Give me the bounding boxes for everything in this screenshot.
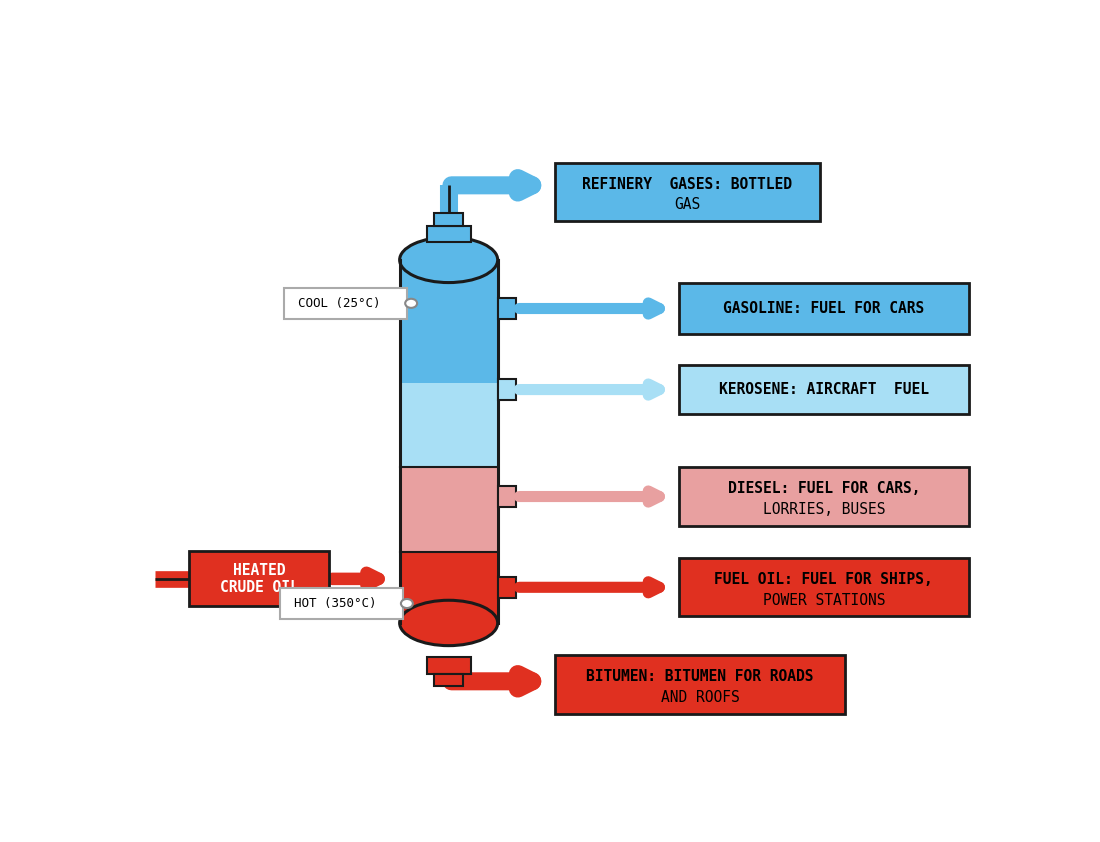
Text: KEROSENE: AIRCRAFT  FUEL: KEROSENE: AIRCRAFT FUEL bbox=[718, 382, 928, 397]
Text: POWER STATIONS: POWER STATIONS bbox=[762, 593, 886, 608]
Bar bbox=[399, 260, 497, 383]
FancyBboxPatch shape bbox=[556, 655, 845, 714]
Bar bbox=[427, 226, 471, 242]
FancyBboxPatch shape bbox=[679, 558, 969, 616]
Bar bbox=[497, 298, 516, 319]
FancyBboxPatch shape bbox=[284, 288, 407, 319]
Text: BITUMEN: BITUMEN FOR ROADS: BITUMEN: BITUMEN FOR ROADS bbox=[586, 669, 814, 685]
Text: FUEL OIL: FUEL FOR SHIPS,: FUEL OIL: FUEL FOR SHIPS, bbox=[714, 573, 933, 587]
Text: LORRIES, BUSES: LORRIES, BUSES bbox=[762, 502, 886, 517]
Text: HOT (350°C): HOT (350°C) bbox=[294, 597, 376, 610]
FancyBboxPatch shape bbox=[279, 588, 403, 619]
Text: DIESEL: FUEL FOR CARS,: DIESEL: FUEL FOR CARS, bbox=[727, 482, 920, 497]
Text: GASOLINE: FUEL FOR CARS: GASOLINE: FUEL FOR CARS bbox=[723, 301, 924, 316]
Bar bbox=[399, 467, 497, 552]
Bar bbox=[497, 577, 516, 598]
Bar bbox=[399, 383, 497, 467]
Ellipse shape bbox=[399, 600, 497, 646]
Bar bbox=[434, 212, 463, 226]
Text: COOL (25°C): COOL (25°C) bbox=[298, 297, 381, 310]
FancyBboxPatch shape bbox=[679, 365, 969, 414]
Bar bbox=[497, 486, 516, 507]
Circle shape bbox=[405, 299, 417, 308]
Text: AND ROOFS: AND ROOFS bbox=[661, 690, 739, 705]
Bar bbox=[399, 552, 497, 623]
Text: GAS: GAS bbox=[674, 197, 701, 212]
Ellipse shape bbox=[399, 237, 497, 283]
FancyBboxPatch shape bbox=[679, 467, 969, 525]
FancyBboxPatch shape bbox=[189, 552, 329, 606]
Circle shape bbox=[400, 599, 412, 608]
Text: REFINERY  GASES: BOTTLED: REFINERY GASES: BOTTLED bbox=[582, 177, 792, 192]
Text: HEATED
CRUDE OIL: HEATED CRUDE OIL bbox=[220, 562, 298, 595]
Bar bbox=[427, 658, 471, 674]
FancyBboxPatch shape bbox=[679, 283, 969, 334]
Bar bbox=[434, 674, 463, 686]
Bar bbox=[497, 379, 516, 400]
FancyBboxPatch shape bbox=[556, 163, 820, 221]
